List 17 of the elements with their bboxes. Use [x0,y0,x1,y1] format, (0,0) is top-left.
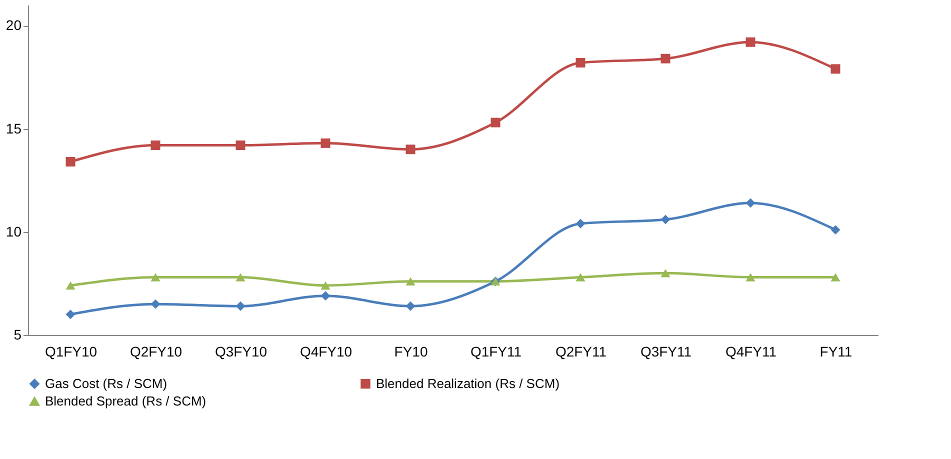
y-tick-label: 5 [14,326,22,342]
legend-label: Blended Realization (Rs / SCM) [376,376,560,391]
y-tick-label: 10 [6,223,22,240]
x-tick-label: Q3FY11 [640,344,692,360]
x-tick-label: Q2FY10 [130,344,182,360]
x-tick-label: FY10 [394,344,428,360]
x-tick-label: Q3FY10 [214,344,268,360]
legend-label: Gas Cost (Rs / SCM) [45,376,168,391]
x-tick-label: Q4FY10 [300,344,352,360]
y-tick-label: 15 [6,120,22,136]
x-tick-label: Q1FY10 [44,344,98,360]
y-tick-label: 20 [6,17,22,34]
x-tick-label: Q4FY11 [725,344,777,360]
x-tick-label: Q1FY11 [470,344,522,360]
x-tick-label: Q2FY11 [555,344,607,360]
legend-label: Blended Spread (Rs / SCM) [45,394,206,408]
x-tick-label: FY11 [820,344,852,360]
